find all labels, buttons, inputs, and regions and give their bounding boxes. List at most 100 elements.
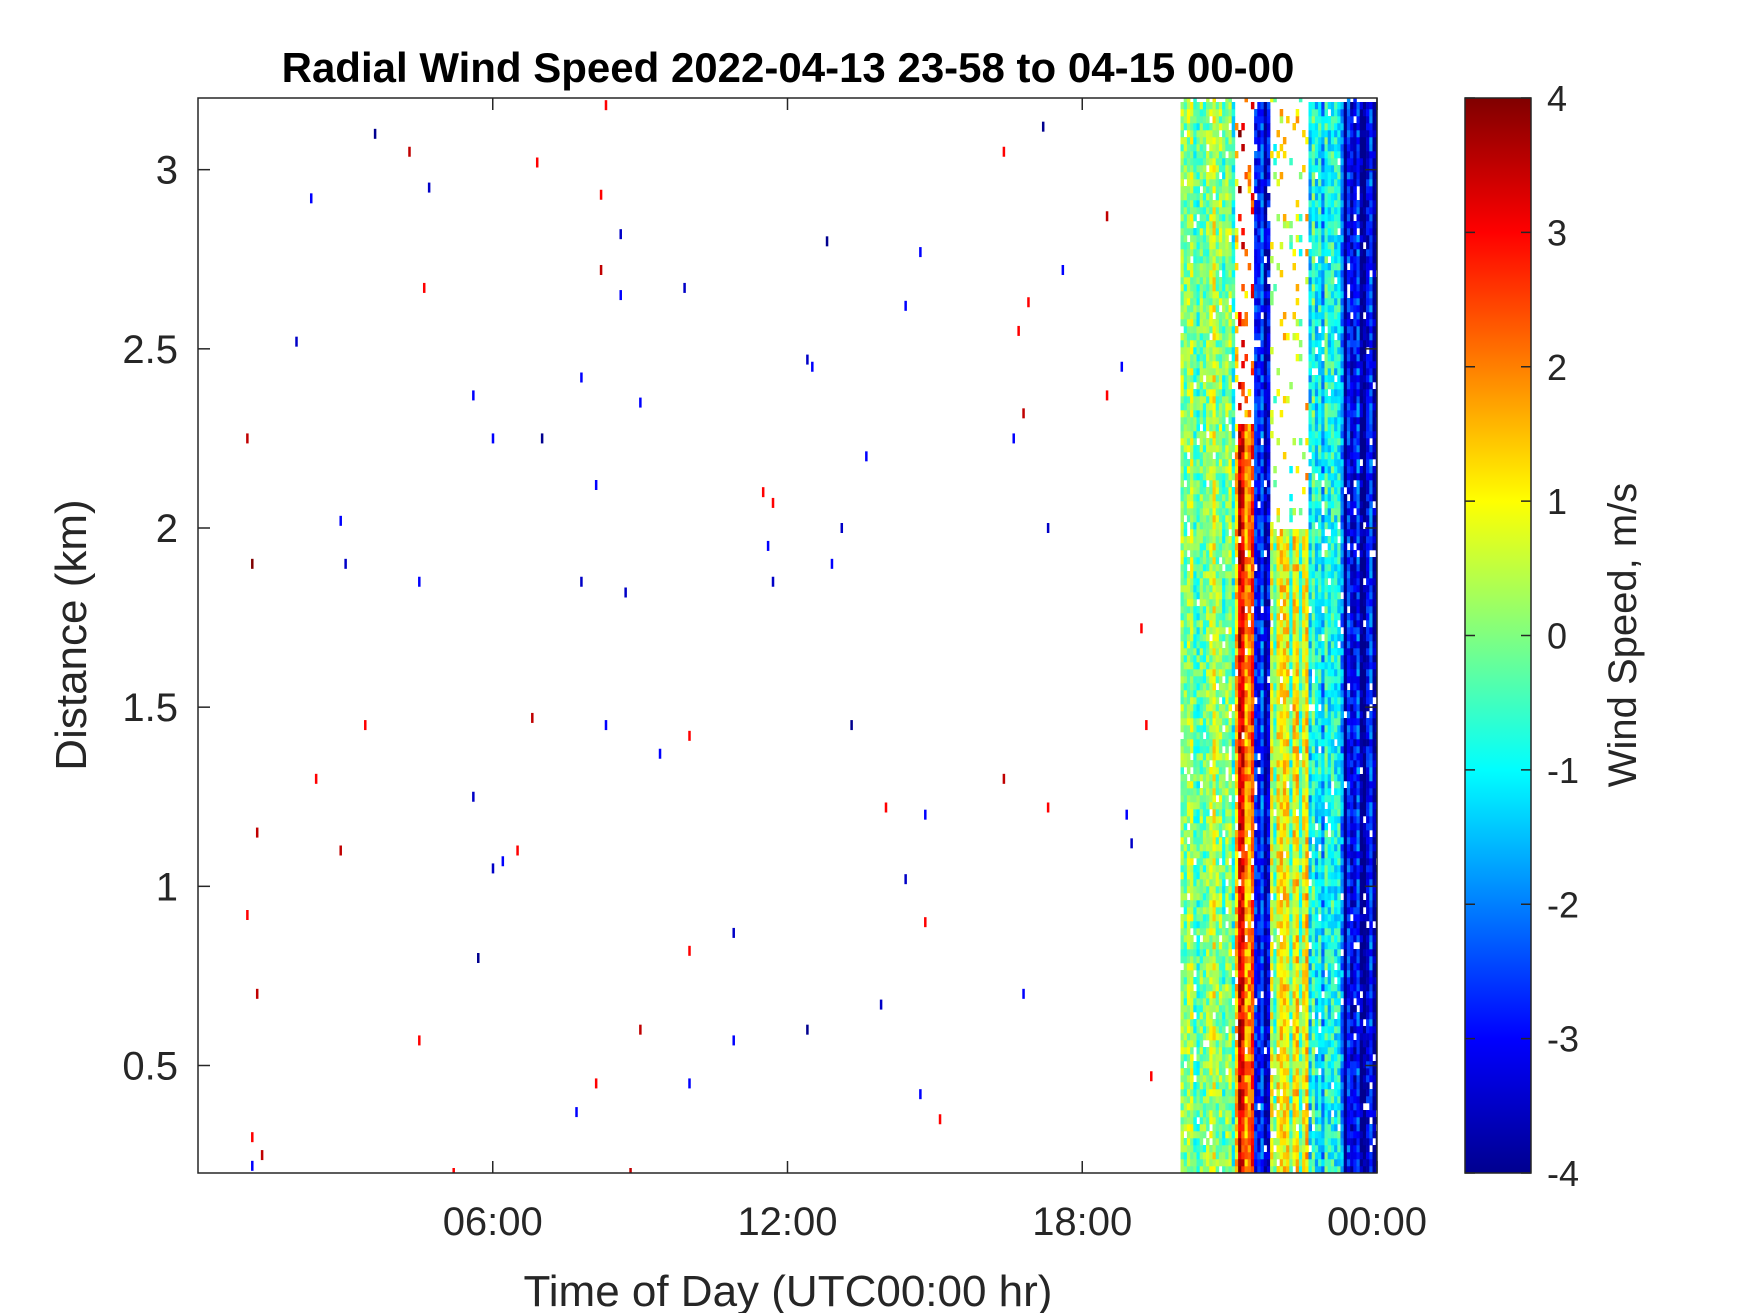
heatmap-cell xyxy=(1279,718,1284,726)
heatmap-cell xyxy=(1250,1166,1255,1173)
heatmap-cell xyxy=(1254,1054,1258,1062)
heatmap-cell xyxy=(1180,256,1184,264)
heatmap-cell xyxy=(1273,1005,1277,1013)
heatmap-cell xyxy=(1238,403,1242,411)
heatmap-cell xyxy=(1218,1026,1223,1034)
heatmap-cell xyxy=(1228,816,1232,824)
heatmap-cell xyxy=(1206,606,1210,614)
heatmap-cell xyxy=(1212,1166,1216,1173)
heatmap-cell xyxy=(1260,564,1264,572)
heatmap-cell xyxy=(1241,1110,1245,1118)
heatmap-cell xyxy=(1190,130,1194,138)
heatmap-cell xyxy=(1228,564,1232,572)
heatmap-cell xyxy=(1225,956,1229,964)
heatmap-cell xyxy=(1231,844,1236,852)
heatmap-cell xyxy=(1209,900,1213,908)
heatmap-cell xyxy=(1257,1047,1261,1055)
heatmap-cell xyxy=(1298,1152,1303,1160)
heatmap-cell xyxy=(1186,942,1191,950)
heatmap-cell xyxy=(1305,1075,1309,1083)
heatmap-cell xyxy=(1183,529,1188,537)
heatmap-cell xyxy=(1257,480,1261,488)
heatmap-cell xyxy=(1279,711,1284,719)
heatmap-cell xyxy=(1250,998,1255,1006)
heatmap-cell xyxy=(1279,585,1284,593)
heatmap-cell xyxy=(1193,1068,1197,1076)
heatmap-cell xyxy=(1180,298,1184,306)
heatmap-cell xyxy=(1180,137,1184,145)
heatmap-cell xyxy=(1292,886,1296,894)
heatmap-cell xyxy=(1225,1012,1229,1020)
heatmap-cell xyxy=(1276,816,1280,824)
heatmap-cell xyxy=(1241,1019,1245,1027)
heatmap-cell xyxy=(1183,641,1188,649)
heatmap-cell xyxy=(1190,102,1194,110)
heatmap-cell xyxy=(1186,221,1191,229)
heatmap-cell xyxy=(1202,1152,1207,1160)
heatmap-cell xyxy=(1254,837,1258,845)
heatmap-cell xyxy=(1254,1103,1258,1111)
heatmap-cell xyxy=(1244,879,1248,887)
heatmap-cell xyxy=(1209,326,1213,334)
heatmap-cell xyxy=(1286,1075,1290,1083)
heatmap-cell xyxy=(1260,543,1264,551)
heatmap-cell xyxy=(1234,662,1239,670)
heatmap-cell xyxy=(1209,130,1213,138)
heatmap-layer xyxy=(1180,98,1377,1173)
heatmap-cell xyxy=(1209,725,1213,733)
heatmap-cell xyxy=(1202,851,1207,859)
heatmap-cell xyxy=(1292,809,1296,817)
heatmap-cell xyxy=(1289,1138,1293,1146)
heatmap-cell xyxy=(1209,1152,1213,1160)
heatmap-cell xyxy=(1241,1138,1245,1146)
heatmap-cell xyxy=(1282,1124,1287,1132)
heatmap-cell xyxy=(1180,725,1184,733)
heatmap-cell xyxy=(1196,298,1200,306)
heatmap-cell xyxy=(1250,431,1255,439)
heatmap-cell xyxy=(1183,347,1188,355)
heatmap-cell xyxy=(1234,991,1239,999)
heatmap-cell xyxy=(1180,123,1184,131)
heatmap-cell xyxy=(1183,823,1188,831)
heatmap-cell xyxy=(1241,431,1245,439)
heatmap-cell xyxy=(1250,487,1255,495)
heatmap-cell xyxy=(1218,809,1223,817)
heatmap-cell xyxy=(1199,361,1204,369)
heatmap-cell xyxy=(1263,151,1268,159)
heatmap-cell xyxy=(1234,354,1239,362)
heatmap-cell xyxy=(1186,340,1191,348)
heatmap-cell xyxy=(1282,753,1287,761)
heatmap-cell xyxy=(1244,592,1248,600)
heatmap-cell xyxy=(1218,928,1223,936)
heatmap-cell xyxy=(1209,1096,1213,1104)
heatmap-cell xyxy=(1276,1110,1280,1118)
heatmap-cell xyxy=(1196,130,1200,138)
heatmap-cell xyxy=(1286,655,1290,663)
heatmap-cell xyxy=(1228,431,1232,439)
heatmap-cell xyxy=(1218,410,1223,418)
heatmap-cell xyxy=(1279,116,1284,124)
heatmap-cell xyxy=(1193,1110,1197,1118)
heatmap-cell xyxy=(1209,193,1213,201)
heatmap-cell xyxy=(1302,1131,1306,1139)
heatmap-cell xyxy=(1244,480,1248,488)
heatmap-cell xyxy=(1276,1054,1280,1062)
heatmap-cell xyxy=(1180,1103,1184,1111)
heatmap-cell xyxy=(1215,1033,1220,1041)
heatmap-cell xyxy=(1190,550,1194,558)
heatmap-cell xyxy=(1302,690,1306,698)
heatmap-cell xyxy=(1260,676,1264,684)
heatmap-cell xyxy=(1257,452,1261,460)
heatmap-cell xyxy=(1202,823,1207,831)
heatmap-cell xyxy=(1196,249,1200,257)
heatmap-cell xyxy=(1228,900,1232,908)
heatmap-cell xyxy=(1196,571,1200,579)
heatmap-cell xyxy=(1231,564,1236,572)
heatmap-cell xyxy=(1228,284,1232,292)
heatmap-cell xyxy=(1199,669,1204,677)
heatmap-cell xyxy=(1212,263,1216,271)
heatmap-cell xyxy=(1183,571,1188,579)
heatmap-cell xyxy=(1279,578,1284,586)
heatmap-cell xyxy=(1231,606,1236,614)
heatmap-cell xyxy=(1199,1047,1204,1055)
